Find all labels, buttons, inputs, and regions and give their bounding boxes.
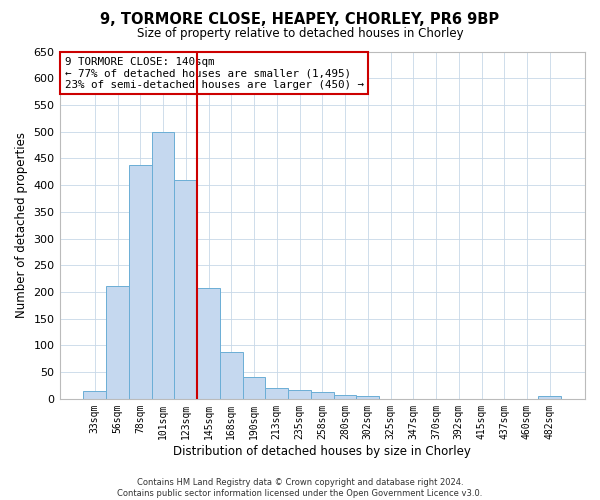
Bar [311, 392, 334, 399]
Text: 9 TORMORE CLOSE: 140sqm
← 77% of detached houses are smaller (1,495)
23% of semi: 9 TORMORE CLOSE: 140sqm ← 77% of detache… [65, 56, 364, 90]
Text: Size of property relative to detached houses in Chorley: Size of property relative to detached ho… [137, 28, 463, 40]
Bar [152, 132, 175, 399]
Bar [83, 391, 106, 399]
Bar [129, 166, 152, 399]
Y-axis label: Number of detached properties: Number of detached properties [15, 132, 28, 318]
Bar [356, 396, 379, 399]
X-axis label: Distribution of detached houses by size in Chorley: Distribution of detached houses by size … [173, 444, 471, 458]
Bar [220, 352, 242, 399]
Bar [265, 388, 288, 399]
Text: Contains HM Land Registry data © Crown copyright and database right 2024.
Contai: Contains HM Land Registry data © Crown c… [118, 478, 482, 498]
Bar [288, 390, 311, 399]
Bar [106, 286, 129, 399]
Bar [197, 288, 220, 399]
Bar [175, 180, 197, 399]
Bar [242, 378, 265, 399]
Text: 9, TORMORE CLOSE, HEAPEY, CHORLEY, PR6 9BP: 9, TORMORE CLOSE, HEAPEY, CHORLEY, PR6 9… [100, 12, 500, 28]
Bar [334, 394, 356, 399]
Bar [538, 396, 561, 399]
